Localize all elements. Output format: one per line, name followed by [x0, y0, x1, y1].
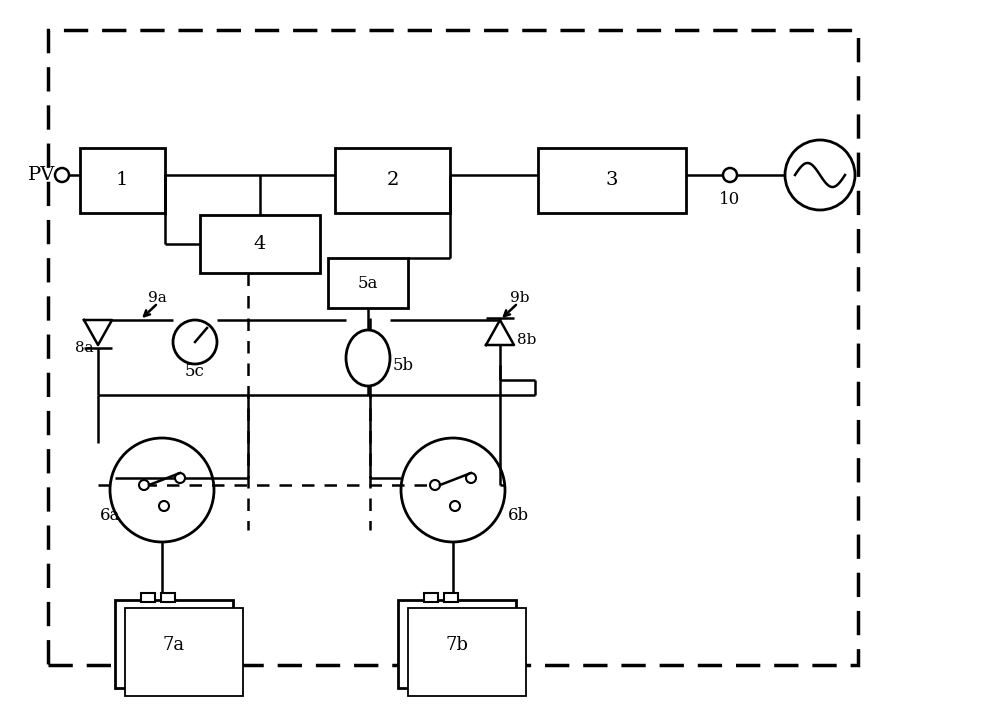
Circle shape: [401, 438, 505, 542]
Text: 5b: 5b: [393, 356, 414, 373]
Bar: [115, 600, 233, 688]
Text: 3: 3: [606, 171, 618, 189]
Circle shape: [55, 168, 69, 182]
Circle shape: [139, 480, 149, 490]
Bar: [80, 148, 165, 213]
Polygon shape: [486, 320, 514, 345]
Bar: [444, 593, 458, 602]
Text: 8a: 8a: [75, 341, 94, 355]
Text: 7a: 7a: [163, 636, 185, 654]
Polygon shape: [84, 320, 112, 345]
Bar: [161, 593, 175, 602]
Circle shape: [723, 168, 737, 182]
Bar: [125, 608, 243, 696]
Ellipse shape: [346, 330, 390, 386]
Circle shape: [110, 438, 214, 542]
Text: 6b: 6b: [508, 507, 529, 523]
Bar: [328, 258, 408, 308]
Text: 9a: 9a: [148, 291, 167, 305]
Circle shape: [450, 501, 460, 511]
Text: 10: 10: [719, 192, 741, 208]
Circle shape: [430, 480, 440, 490]
Bar: [141, 593, 155, 602]
Bar: [408, 608, 526, 696]
Text: 2: 2: [387, 171, 399, 189]
Circle shape: [466, 473, 476, 483]
Text: 6a: 6a: [100, 507, 120, 523]
Circle shape: [175, 473, 185, 483]
Text: 7b: 7b: [446, 636, 468, 654]
Bar: [48, 30, 858, 665]
Text: 4: 4: [254, 235, 266, 253]
Text: PV: PV: [28, 166, 55, 184]
Circle shape: [785, 140, 855, 210]
Bar: [424, 593, 438, 602]
Text: 5c: 5c: [185, 364, 205, 380]
Bar: [538, 148, 686, 213]
Bar: [200, 215, 320, 273]
Bar: [398, 600, 516, 688]
Text: 9b: 9b: [510, 291, 530, 305]
Text: 1: 1: [116, 171, 128, 189]
Circle shape: [159, 501, 169, 511]
Circle shape: [173, 320, 217, 364]
Text: 5a: 5a: [358, 274, 378, 292]
Text: 8b: 8b: [517, 333, 536, 347]
Bar: [335, 148, 450, 213]
